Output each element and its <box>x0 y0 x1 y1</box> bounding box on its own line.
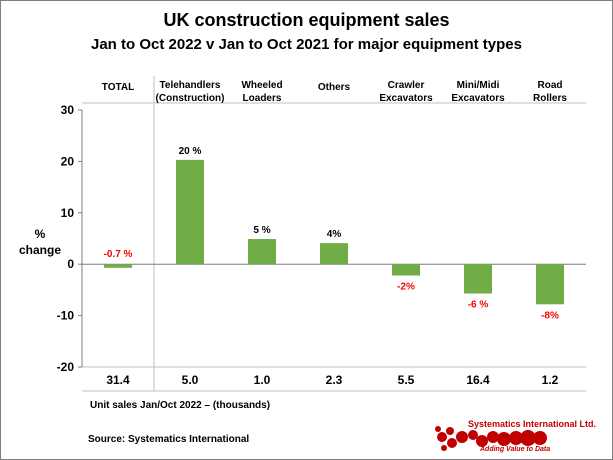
logo-tagline: Adding Value to Data <box>480 446 551 453</box>
source-note: Source: Systematics International <box>88 434 250 445</box>
unit-sales-note: Unit sales Jan/Oct 2022 – (thousands) <box>90 400 271 411</box>
category-label: (Construction) <box>156 93 225 104</box>
unit-sales-value: 5.0 <box>182 373 199 387</box>
data-label: 4% <box>327 229 342 240</box>
category-label: Excavators <box>451 93 505 104</box>
category-label: Road <box>538 80 563 91</box>
y-tick-label: -10 <box>57 309 75 323</box>
category-label: Loaders <box>243 93 282 104</box>
y-tick-label: 0 <box>67 257 74 271</box>
systematics-logo <box>435 426 547 451</box>
data-label: 5 % <box>253 225 270 236</box>
chart-title: UK construction equipment sales <box>163 10 450 30</box>
bar <box>464 264 492 294</box>
data-label: -0.7 % <box>104 249 133 260</box>
data-label: -8% <box>541 310 559 321</box>
category-label: Rollers <box>533 93 567 104</box>
y-tick-label: 30 <box>61 103 75 117</box>
category-label: TOTAL <box>102 82 134 93</box>
unit-sales-value: 1.2 <box>542 373 559 387</box>
category-label: Mini/Midi <box>457 80 500 91</box>
y-axis-label-line2: change <box>19 243 61 257</box>
data-label: -6 % <box>468 299 489 310</box>
bar <box>104 264 132 268</box>
category-label: Excavators <box>379 93 433 104</box>
y-axis-label-line1: % <box>35 227 46 241</box>
y-tick-label: -20 <box>57 360 75 374</box>
unit-sales-value: 31.4 <box>106 373 130 387</box>
data-label: 20 % <box>179 146 202 157</box>
y-tick-label: 20 <box>61 154 75 168</box>
y-tick-label: 10 <box>61 206 75 220</box>
chart-subtitle: Jan to Oct 2022 v Jan to Oct 2021 for ma… <box>91 36 522 53</box>
bar <box>536 264 564 305</box>
bar <box>248 239 276 265</box>
category-label: Crawler <box>388 80 425 91</box>
unit-sales-value: 2.3 <box>326 373 343 387</box>
bar <box>320 243 348 265</box>
unit-sales-value: 5.5 <box>398 373 415 387</box>
unit-sales-value: 16.4 <box>466 373 490 387</box>
bar <box>176 159 204 265</box>
category-label: Wheeled <box>241 80 282 91</box>
bar <box>392 264 420 276</box>
logo-name: Systematics International Ltd. <box>468 419 597 429</box>
unit-sales-value: 1.0 <box>254 373 271 387</box>
category-label: Others <box>318 82 351 93</box>
data-label: -2% <box>397 282 415 293</box>
category-label: Telehandlers <box>160 80 221 91</box>
